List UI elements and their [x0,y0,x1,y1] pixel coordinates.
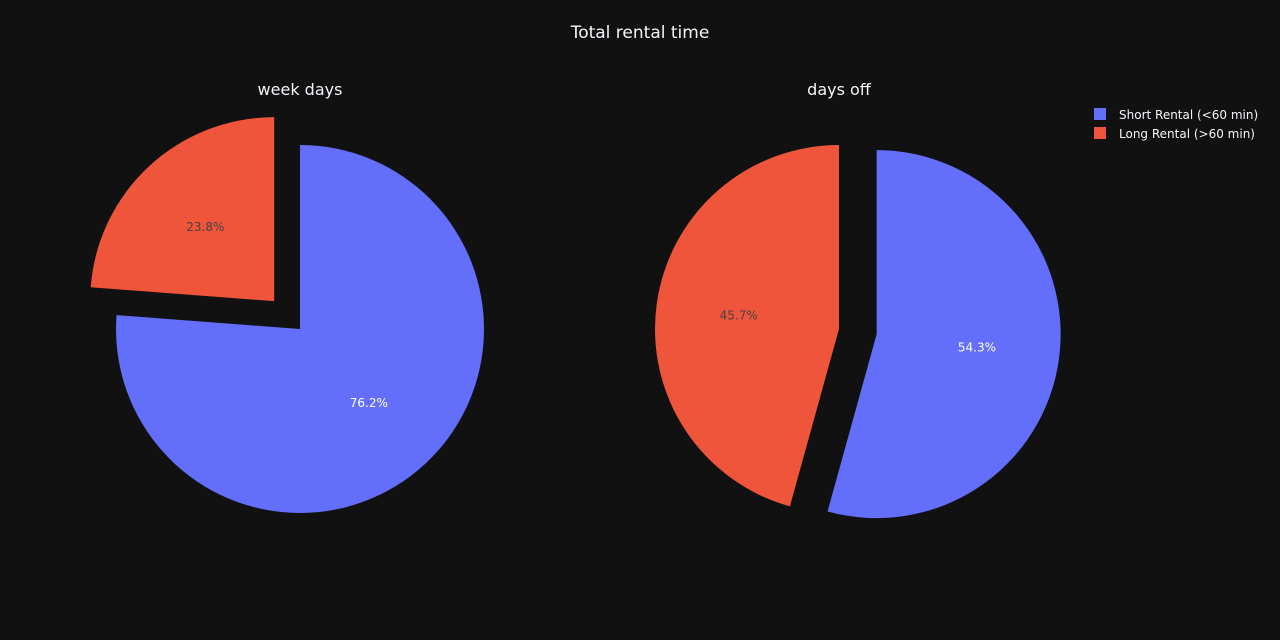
pie-week-days-slices [90,117,485,513]
legend: Short Rental (<60 min) Long Rental (>60 … [1094,108,1258,141]
pie-slice-days-off-long-rental[interactable] [654,145,839,507]
legend-item-long-rental[interactable]: Long Rental (>60 min) [1094,127,1255,141]
pie-week-days: week days 76.2% 23.8% [90,80,485,513]
legend-label-long-rental: Long Rental (>60 min) [1119,127,1255,141]
legend-swatch-short-rental [1094,108,1106,120]
legend-item-short-rental[interactable]: Short Rental (<60 min) [1094,108,1258,122]
pie-days-off-slices [654,145,1061,519]
pie-slice-week-days-short-rental[interactable] [116,145,485,513]
slice-label-week-days-long-rental: 23.8% [186,220,224,234]
legend-swatch-long-rental [1094,127,1106,139]
subplot-title-week-days: week days [258,80,343,99]
legend-label-short-rental: Short Rental (<60 min) [1119,108,1258,122]
slice-label-week-days-short-rental: 76.2% [350,396,388,410]
pie-slice-days-off-short-rental[interactable] [827,150,1061,519]
pie-slice-week-days-long-rental[interactable] [90,117,275,302]
pie-days-off-labels: 54.3% 45.7% [720,308,996,354]
pie-week-days-labels: 76.2% 23.8% [186,220,388,410]
subplot-title-days-off: days off [807,80,872,99]
chart-title: Total rental time [570,23,710,43]
slice-label-days-off-long-rental: 45.7% [720,308,758,322]
slice-label-days-off-short-rental: 54.3% [958,341,996,355]
pie-days-off: days off 54.3% 45.7% [654,80,1061,519]
